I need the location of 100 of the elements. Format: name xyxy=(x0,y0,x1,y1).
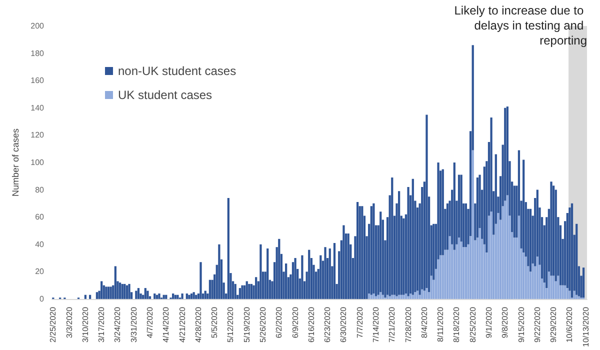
bar xyxy=(195,294,198,299)
bar xyxy=(320,255,322,299)
y-tick-label: 80 xyxy=(35,185,45,194)
x-tick-label: 3/10/2020 xyxy=(80,306,90,343)
y-axis-title: Number of cases xyxy=(10,128,20,196)
bar xyxy=(342,225,345,299)
x-tick-label: 4/21/2020 xyxy=(178,306,187,343)
bar xyxy=(241,285,244,299)
bar xyxy=(128,284,130,299)
x-tick-label: 9/22/2020 xyxy=(532,306,542,343)
bar xyxy=(410,294,412,299)
bar xyxy=(552,276,555,299)
bar xyxy=(370,294,372,299)
bar xyxy=(550,182,552,276)
bar xyxy=(464,203,467,248)
bar xyxy=(393,294,396,299)
bar xyxy=(88,294,92,299)
bar xyxy=(165,294,168,299)
bar xyxy=(388,296,391,299)
bar xyxy=(301,255,304,299)
bar xyxy=(566,288,568,299)
bar xyxy=(568,290,571,299)
bar xyxy=(407,187,410,296)
y-tick-label: 120 xyxy=(30,130,45,140)
x-tick-label: 4/14/2020 xyxy=(162,306,171,343)
x-tick-label: 10/6/2020 xyxy=(565,306,574,343)
bar xyxy=(576,224,578,295)
bar xyxy=(432,224,435,280)
bar xyxy=(570,203,574,298)
bar xyxy=(414,292,416,299)
x-tick-label: 7/21/2020 xyxy=(388,306,397,343)
x-tick-label: 10/13/2020 xyxy=(581,306,590,348)
bar xyxy=(562,285,564,299)
bar xyxy=(412,178,414,295)
bar xyxy=(218,244,220,299)
bar xyxy=(548,272,550,299)
x-tick-label: 5/5/2020 xyxy=(210,306,220,338)
bar xyxy=(356,202,359,299)
x-tick-label: 8/4/2020 xyxy=(420,306,429,338)
x-tick-label: 6/2/2020 xyxy=(274,306,284,338)
bar xyxy=(536,256,538,299)
bar xyxy=(154,294,156,299)
x-tick-label: 8/18/2020 xyxy=(452,306,462,343)
bar xyxy=(347,233,350,299)
bar xyxy=(421,289,424,299)
bar xyxy=(380,212,382,292)
bar xyxy=(550,276,552,299)
x-tick-label: 9/29/2020 xyxy=(549,306,558,343)
band-label: Likely to increase due to delays in testing and reporting xyxy=(454,4,587,48)
bar xyxy=(102,285,105,299)
bar xyxy=(188,294,190,299)
bar xyxy=(464,247,467,299)
x-tick-label: 8/11/2020 xyxy=(436,306,446,342)
bar xyxy=(398,294,400,299)
bar xyxy=(176,294,179,299)
y-tick-label: 140 xyxy=(30,103,45,112)
x-tick-label: 5/19/2020 xyxy=(242,306,252,343)
x-tick-label: 6/23/2020 xyxy=(323,306,332,343)
bar xyxy=(437,259,440,299)
x-tick-label: 3/24/2020 xyxy=(113,306,122,343)
bar xyxy=(246,281,248,299)
bar xyxy=(358,206,361,299)
x-tick-label: 2/25/2020 xyxy=(48,306,58,343)
x-tick-label: 6/30/2020 xyxy=(339,306,348,343)
bar xyxy=(105,286,108,299)
bar xyxy=(444,250,446,299)
bar xyxy=(426,288,428,299)
x-tick-label: 9/8/2020 xyxy=(500,306,510,338)
x-tick-label: 6/16/2020 xyxy=(306,306,316,343)
bar xyxy=(476,177,479,238)
bar xyxy=(497,212,500,299)
bar xyxy=(400,294,402,299)
legend-label: non-UK student cases xyxy=(118,64,236,78)
bar xyxy=(554,190,557,282)
bar xyxy=(278,238,280,299)
bar xyxy=(328,248,331,299)
bar xyxy=(243,285,246,299)
y-tick-label: 60 xyxy=(35,212,45,222)
bar xyxy=(370,206,372,295)
bar xyxy=(453,162,456,250)
bar xyxy=(146,290,149,299)
bar xyxy=(412,294,414,299)
bar xyxy=(426,114,428,288)
bar xyxy=(172,294,174,299)
bar xyxy=(576,294,578,299)
bar xyxy=(285,263,288,299)
bar xyxy=(402,218,405,295)
x-tick-label: 4/7/2020 xyxy=(146,306,155,338)
bar xyxy=(200,262,202,299)
bar xyxy=(192,292,195,299)
bar xyxy=(564,285,566,299)
bar xyxy=(529,208,532,272)
legend-label: UK student cases xyxy=(118,88,212,102)
bar xyxy=(402,294,405,299)
bar xyxy=(137,288,140,299)
x-tick-label: 6/9/2020 xyxy=(290,306,300,338)
y-tick-label: 200 xyxy=(30,22,45,30)
bar xyxy=(121,284,124,299)
x-tick-label: 7/14/2020 xyxy=(372,306,380,343)
bar xyxy=(398,191,400,295)
